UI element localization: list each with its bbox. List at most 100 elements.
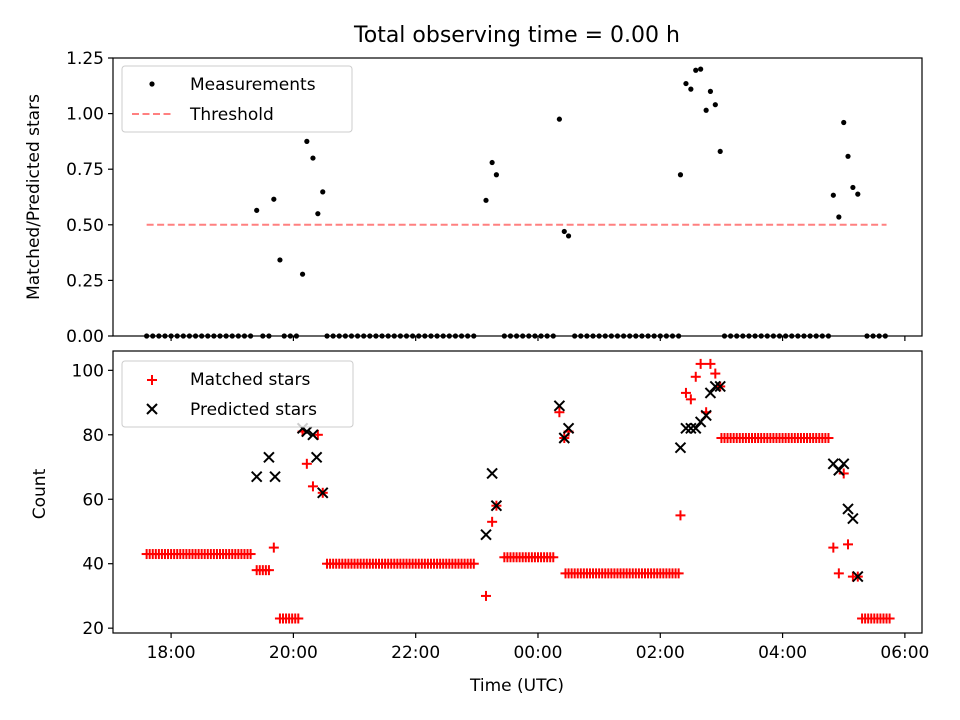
matched-star-point bbox=[293, 613, 304, 624]
predicted-star-point bbox=[714, 380, 726, 393]
figure-title: Total observing time = 0.00 h bbox=[353, 23, 680, 48]
measurement-point bbox=[271, 196, 277, 202]
predicted-star-point bbox=[685, 422, 697, 435]
y-tick-label: 60 bbox=[82, 490, 104, 510]
y-tick-label: 0.25 bbox=[66, 271, 104, 291]
matched-star-point bbox=[673, 568, 684, 579]
x-tick-label: 04:00 bbox=[758, 643, 807, 663]
matched-star-point bbox=[487, 516, 498, 527]
measurement-point bbox=[483, 197, 489, 203]
measurement-point bbox=[688, 86, 694, 92]
legend-matched-label: Matched stars bbox=[190, 370, 310, 390]
measurement-point bbox=[556, 116, 562, 122]
measurement-point bbox=[850, 184, 856, 191]
top-legend: Measurements Threshold bbox=[121, 65, 353, 133]
bottom-axes-frame bbox=[112, 350, 923, 634]
predicted-star-point bbox=[680, 422, 692, 435]
bottom-y-axis-ticks: 20 40 60 80 100 bbox=[72, 361, 113, 639]
measurement-point bbox=[677, 172, 684, 178]
matched-star-point bbox=[685, 394, 696, 405]
measurement-point bbox=[315, 211, 321, 217]
matched-star-point bbox=[828, 542, 839, 553]
x-tick-label: 06:00 bbox=[880, 643, 929, 663]
measurement-point bbox=[299, 271, 306, 277]
predicted-star-point bbox=[842, 503, 854, 515]
legend-threshold-label: Threshold bbox=[189, 105, 274, 125]
predicted-star-point bbox=[838, 458, 850, 470]
measurement-point bbox=[683, 80, 689, 87]
y-tick-label: 0.75 bbox=[66, 160, 104, 180]
matched-star-point bbox=[481, 590, 492, 601]
predicted-star-point bbox=[307, 429, 319, 441]
top-legend-frame bbox=[121, 65, 353, 133]
predicted-star-point bbox=[704, 387, 717, 399]
measurement-point bbox=[277, 257, 283, 263]
x-tick-label: 02:00 bbox=[636, 643, 685, 663]
y-tick-label: 100 bbox=[72, 361, 104, 381]
top-y-axis-ticks: 0.00 0.25 0.50 0.75 1.00 1.25 bbox=[66, 49, 113, 347]
matched-star-point bbox=[680, 387, 691, 398]
bottom-y-axis-label: Count bbox=[30, 468, 50, 519]
predicted-star-point bbox=[674, 441, 687, 454]
top-axes-frame bbox=[112, 57, 923, 337]
legend-measurements-marker bbox=[149, 81, 155, 87]
measurement-point bbox=[830, 192, 836, 198]
measurement-point bbox=[561, 228, 567, 235]
predicted-star-point bbox=[852, 570, 864, 583]
top-plot-marks bbox=[144, 66, 888, 339]
matched-star-point bbox=[823, 433, 834, 444]
matched-star-point bbox=[695, 358, 706, 369]
matched-star-point bbox=[301, 458, 312, 469]
bottom-panel: 20 40 60 80 100 18:00 20:00 22:00 00:00 02:00 04:… bbox=[30, 350, 929, 696]
predicted-star-point bbox=[709, 380, 722, 393]
matched-star-point bbox=[833, 568, 844, 579]
measurement-point bbox=[320, 189, 326, 195]
x-tick-label: 20:00 bbox=[269, 643, 318, 663]
x-tick-label: 22:00 bbox=[391, 643, 440, 663]
measurement-point bbox=[855, 191, 861, 197]
measurement-point bbox=[698, 66, 704, 72]
predicted-star-point bbox=[301, 425, 313, 438]
matched-star-point bbox=[690, 371, 701, 382]
matched-star-point bbox=[307, 481, 318, 492]
y-tick-label: 80 bbox=[82, 426, 104, 446]
legend-predicted-marker bbox=[146, 403, 158, 415]
matched-star-point bbox=[468, 558, 479, 569]
y-tick-label: 20 bbox=[82, 619, 104, 639]
measurement-point bbox=[565, 233, 572, 239]
x-tick-label: 18:00 bbox=[147, 643, 196, 663]
matched-star-point bbox=[843, 539, 854, 550]
measurement-point bbox=[703, 107, 709, 113]
predicted-star-point bbox=[263, 451, 275, 464]
bottom-legend-frame bbox=[121, 360, 354, 428]
legend-matched-marker bbox=[147, 375, 157, 385]
predicted-star-point bbox=[847, 512, 859, 525]
predicted-star-point bbox=[700, 409, 712, 422]
bottom-plot-marks bbox=[141, 358, 895, 624]
predicted-star-point bbox=[250, 470, 263, 483]
x-tick-label: 00:00 bbox=[513, 643, 562, 663]
bottom-legend: Matched stars Predicted stars bbox=[121, 360, 354, 428]
matched-star-point bbox=[705, 358, 716, 369]
predicted-star-point bbox=[562, 422, 575, 435]
matched-star-point bbox=[312, 429, 323, 440]
predicted-star-point bbox=[486, 467, 498, 480]
matched-star-point bbox=[263, 565, 274, 576]
matched-star-point bbox=[675, 510, 686, 521]
legend-predicted-label: Predicted stars bbox=[190, 400, 317, 420]
top-panel: 0.00 0.25 0.50 0.75 1.00 1.25 Matched/Predict… bbox=[24, 49, 923, 347]
predicted-star-point bbox=[480, 528, 492, 541]
matched-star-point bbox=[245, 549, 256, 560]
measurement-point bbox=[693, 67, 699, 73]
x-axis-label: Time (UTC) bbox=[469, 676, 564, 696]
predicted-star-point bbox=[553, 400, 566, 412]
predicted-star-point bbox=[558, 432, 570, 444]
predicted-star-point bbox=[690, 422, 702, 435]
predicted-star-point bbox=[310, 451, 323, 464]
measurement-point bbox=[304, 138, 310, 144]
measurement-point bbox=[489, 159, 495, 166]
measurement-point bbox=[493, 172, 500, 178]
predicted-star-point bbox=[833, 464, 845, 476]
measurement-point bbox=[254, 207, 260, 213]
